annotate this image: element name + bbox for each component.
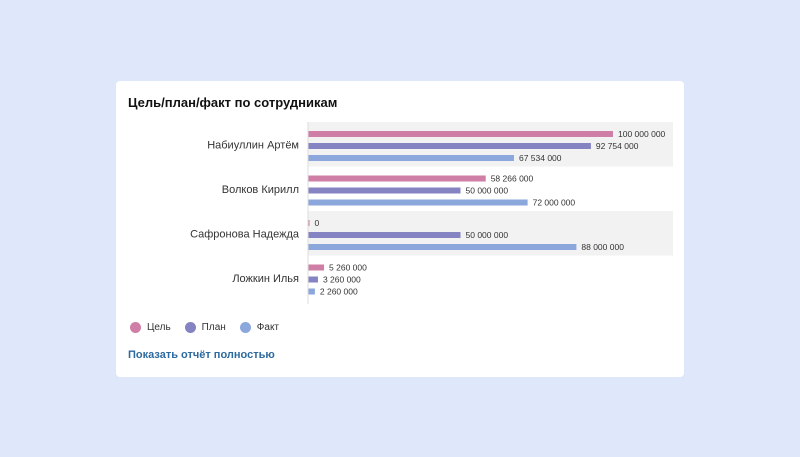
bar [308,199,528,206]
legend-dot [130,322,141,333]
show-full-report-link[interactable]: Показать отчёт полностью [128,349,275,361]
legend-item-fact[interactable]: Факт [239,322,279,333]
bar [308,288,315,295]
data-label: 3 260 000 [323,275,361,285]
legend-dot [239,322,251,333]
bar-chart: Набиуллин Артём 100 000 000 92 754 000 67 5… [190,122,673,304]
bar [308,187,461,194]
data-label: 5 260 000 [329,263,367,273]
category-label: Набиуллин Артём [207,139,299,151]
bar [308,232,461,238]
bar [308,155,514,161]
category-label: Ложкин Илья [232,273,299,285]
bar [308,175,486,182]
bar [308,264,325,271]
data-label: 58 266 000 [491,174,534,184]
data-label: 72 000 000 [533,198,576,208]
data-label: 67 534 000 [519,153,562,163]
data-label: 92 754 000 [596,141,639,151]
data-label: 100 000 000 [618,129,666,139]
bar [308,131,613,137]
data-label: 0 [315,218,320,228]
category-label: Сафронова Надежда [190,228,300,240]
legend: Цель План Факт [130,322,279,333]
bar [308,276,318,283]
legend-dot [184,322,196,333]
data-label: 50 000 000 [466,230,509,240]
bar [308,220,310,226]
category-label: Волков Кирилл [222,184,299,196]
chart-title: Цель/план/факт по сотрудникам [128,95,338,110]
bar [308,143,591,149]
bar [308,244,577,250]
legend-item-goal[interactable]: Цель [130,322,171,333]
legend-item-plan[interactable]: План [184,322,226,333]
data-label: 50 000 000 [466,186,509,196]
data-label: 2 260 000 [320,287,358,297]
chart-card: Цель/план/факт по сотрудникам Набиуллин … [116,81,684,377]
data-label: 88 000 000 [581,242,624,252]
